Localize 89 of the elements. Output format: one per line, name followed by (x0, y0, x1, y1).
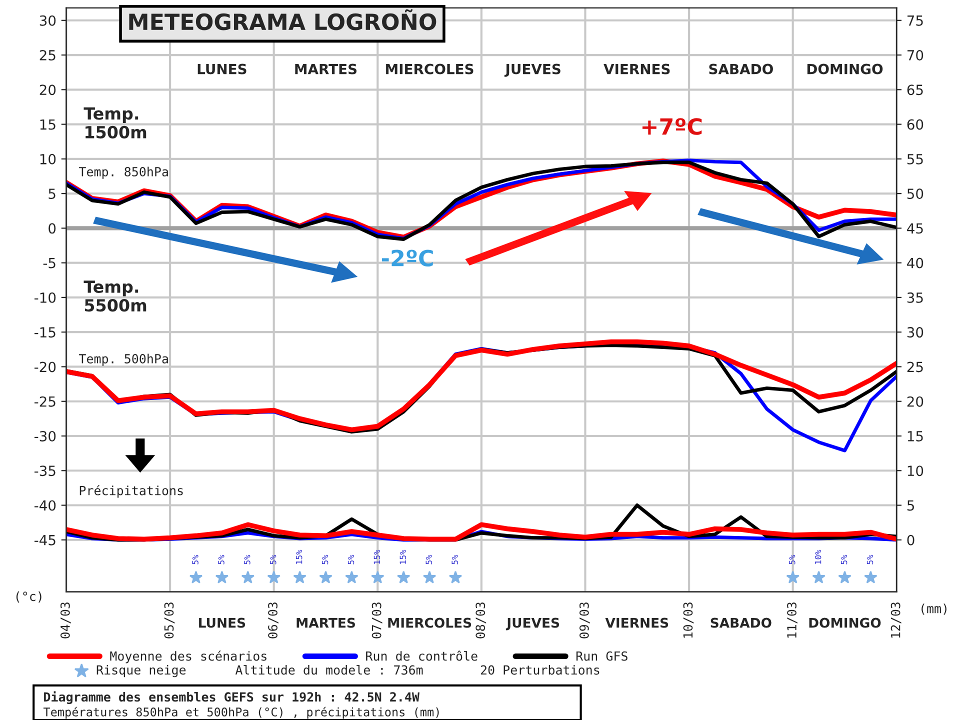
legend-label: Run de contrôle (366, 650, 478, 661)
text: Températures 850hPa et 500hPa (°C) , précipitations (mm) (43, 706, 439, 719)
annotation: 5% (192, 554, 198, 564)
y-tick-label: 25 (40, 50, 56, 60)
y-tick-label: -35 (34, 466, 56, 476)
annotation: 5% (866, 554, 874, 564)
x-tick-label: 07/03 (372, 602, 382, 638)
y-tick-label: 5 (48, 188, 56, 200)
annotation: 5% (840, 554, 848, 564)
text: LUNES (199, 618, 246, 628)
text: Risque neige (96, 664, 186, 678)
y-tick-label: -10 (34, 292, 56, 303)
y2-tick-label: 25 (907, 362, 923, 372)
y2-axis-title: (mm) (922, 604, 946, 615)
annotation: -2ºC (382, 250, 433, 266)
y-tick-label: 10 (40, 154, 56, 164)
x-tick-label: 11/03 (787, 602, 798, 638)
y2-tick-label: 75 (908, 16, 923, 26)
annotation: 5% (426, 554, 432, 564)
y-tick-label: 30 (40, 15, 56, 26)
text: Altitude du modele : 736m (235, 664, 423, 675)
text: MARTES (296, 618, 355, 628)
text: MIERCOLES (388, 618, 472, 628)
y2-tick-label: 35 (907, 292, 923, 303)
annotation: Temp. 5500m (84, 280, 146, 312)
y-tick-label: -30 (34, 430, 56, 442)
annotation: 5% (322, 554, 328, 564)
y-axis-title: (°c) (16, 591, 42, 603)
y-tick-label: 20 (40, 84, 56, 96)
y-tick-label: 0 (48, 223, 56, 234)
y-tick-label: -40 (34, 500, 56, 511)
annotation: MARTES (295, 64, 357, 74)
text: DOMINGO (809, 618, 881, 628)
annotation: LUNES (198, 64, 246, 74)
y2-tick-label: 0 (907, 534, 914, 546)
y2-tick-label: 10 (908, 466, 924, 476)
y-tick-label: -5 (43, 258, 56, 268)
text: VIERNES (605, 618, 668, 628)
y2-tick-label: 30 (907, 327, 924, 338)
annotation: 5% (789, 554, 796, 564)
annotation: 5% (244, 554, 250, 564)
y2-tick-label: 5 (907, 500, 914, 511)
line-series (66, 522, 897, 542)
legend-label: Moyenne des scénarios (110, 650, 266, 664)
annotation: Temp. 850hPa (78, 166, 168, 179)
x-tick-label: 06/03 (268, 602, 278, 638)
y-tick-label: -15 (34, 327, 56, 338)
annotation: Temp. 1500m (84, 107, 146, 138)
annotation: +7ºC (642, 118, 702, 135)
annotation: 5% (270, 554, 276, 564)
y2-tick-label: 45 (907, 223, 923, 234)
annotation: 15% (374, 550, 380, 564)
y-tick-label: 15 (40, 119, 56, 130)
x-tick-label: 12/03 (890, 602, 902, 638)
y2-tick-label: 40 (907, 258, 924, 268)
y2-tick-label: 50 (907, 188, 924, 200)
y-tick-label: -45 (34, 535, 56, 546)
annotation: 15% (296, 550, 302, 564)
x-tick-label: 10/03 (683, 602, 694, 638)
annotation: 15% (400, 550, 406, 564)
annotation: 5% (348, 554, 354, 564)
text: SABADO (710, 618, 772, 628)
y2-tick-label: 65 (907, 84, 923, 96)
y2-tick-label: 70 (908, 50, 924, 60)
text: 20 Perturbations (480, 665, 600, 675)
y2-tick-label: 15 (908, 431, 923, 442)
x-tick-label: 04/03 (60, 602, 71, 638)
y-tick-label: -20 (34, 362, 56, 372)
text: JUEVES (506, 618, 560, 630)
annotation: DOMINGO (807, 64, 883, 74)
annotation: 5% (452, 554, 458, 564)
legend-label: Run GFS (576, 651, 628, 661)
y2-tick-label: 60 (907, 119, 924, 130)
annotation: MIERCOLES (386, 64, 474, 74)
annotation: Précipitations (80, 485, 183, 498)
annotation: SABADO (709, 64, 773, 74)
annotation: VIERNES (604, 64, 670, 74)
y-tick-label: -25 (34, 396, 56, 407)
y2-tick-label: 55 (907, 154, 923, 164)
annotation: 5% (218, 554, 224, 564)
chart-title: METEOGRAMA LOGROÑO (129, 9, 436, 30)
x-tick-label: 09/03 (579, 602, 590, 638)
x-tick-label: 05/03 (164, 602, 175, 638)
annotation: 10% (814, 550, 822, 564)
annotation: JUEVES (504, 64, 560, 77)
x-tick-label: 08/03 (476, 602, 486, 638)
annotation: Temp. 500hPa (78, 354, 168, 366)
y2-tick-label: 20 (907, 396, 924, 407)
text: Diagramme des ensembles GEFS sur 192h : 42.5N 2.4W (44, 691, 420, 704)
